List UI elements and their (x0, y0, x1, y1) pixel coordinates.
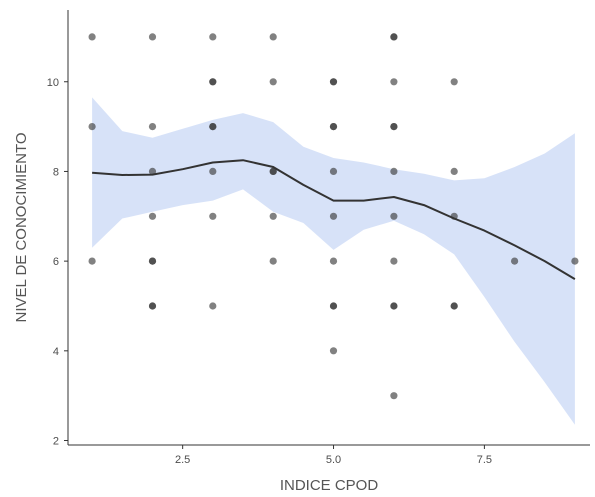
x-tick-label: 7.5 (477, 454, 492, 466)
y-tick-label: 2 (53, 436, 59, 448)
data-point (329, 302, 338, 310)
data-point (269, 167, 277, 175)
smooth-line (92, 159, 576, 280)
data-point (390, 302, 398, 310)
axes (67, 10, 590, 446)
data-point (510, 257, 519, 265)
data-point (390, 78, 398, 86)
smooth-line-layer (92, 159, 576, 280)
data-point (329, 167, 338, 175)
x-axis-title: INDICE CPOD (280, 477, 379, 494)
data-point (148, 167, 157, 175)
data-point (209, 33, 217, 41)
data-point (390, 123, 398, 131)
data-point (148, 33, 157, 41)
confidence-band (92, 97, 575, 425)
data-point (390, 33, 398, 41)
data-point (148, 257, 157, 265)
data-point (209, 123, 217, 131)
data-point (450, 167, 458, 175)
data-point (329, 257, 338, 265)
y-tick-label: 4 (53, 346, 59, 358)
data-point (269, 212, 277, 220)
ticks: 2.5 5.0 7.5 2 4 6 8 10 (47, 77, 492, 466)
data-point (148, 123, 157, 131)
data-point (269, 257, 277, 265)
data-point (571, 257, 579, 265)
data-point (269, 33, 277, 41)
confidence-band-layer (92, 97, 575, 425)
x-tick-label: 2.5 (175, 454, 190, 466)
data-point (88, 33, 96, 41)
data-point (209, 212, 217, 220)
points-layer (88, 33, 579, 400)
y-axis-title: NIVEL DE CONOCIMIENTO (13, 132, 30, 322)
data-point (269, 78, 277, 86)
data-point (390, 392, 398, 400)
y-tick-label: 10 (47, 77, 59, 89)
y-tick-label: 8 (53, 166, 59, 178)
data-point (390, 167, 398, 175)
data-point (88, 123, 96, 131)
data-point (450, 302, 458, 310)
data-point (450, 78, 458, 86)
data-point (209, 167, 217, 175)
data-point (329, 212, 338, 220)
data-point (148, 212, 157, 220)
data-point (390, 212, 398, 220)
y-tick-label: 6 (53, 256, 59, 268)
data-point (329, 78, 338, 86)
x-tick-label: 5.0 (326, 454, 341, 466)
data-point (148, 302, 157, 310)
data-point (209, 302, 217, 310)
data-point (329, 347, 338, 355)
data-point (209, 78, 217, 86)
data-point (329, 123, 338, 131)
data-point (390, 257, 398, 265)
data-point (88, 257, 96, 265)
